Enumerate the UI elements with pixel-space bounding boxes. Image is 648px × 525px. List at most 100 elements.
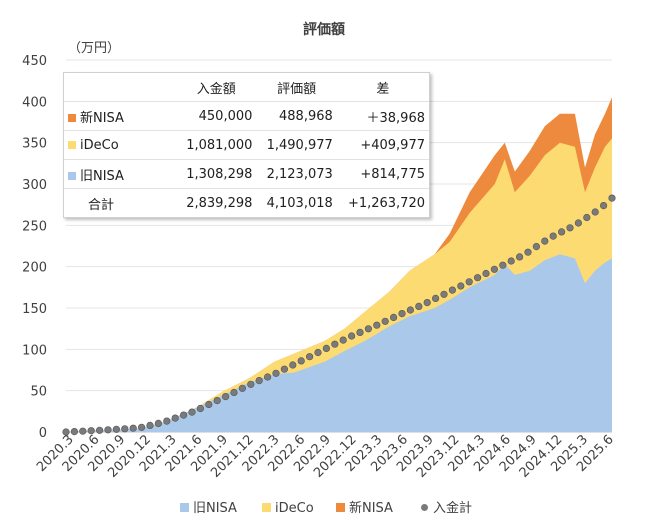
legend-swatch-icon xyxy=(68,141,76,149)
legend-swatch-icon xyxy=(336,503,345,512)
deposit-point xyxy=(247,380,255,388)
deposit-point xyxy=(171,414,179,422)
legend-swatch-icon xyxy=(262,503,271,512)
table-header-cell: 差 xyxy=(336,73,429,102)
table-total-row: 合計 2,839,298 4,103,018 +1,263,720 xyxy=(64,189,429,218)
deposit-point xyxy=(583,213,591,222)
y-tick-label: 400 xyxy=(22,95,47,110)
y-tick-label: 100 xyxy=(22,343,47,358)
deposit-point xyxy=(398,310,406,318)
deposit-point xyxy=(289,361,297,369)
area-series xyxy=(66,97,612,432)
y-tick-label: 250 xyxy=(22,219,47,234)
deposit-point xyxy=(154,419,162,428)
table-header-cell: 入金額 xyxy=(176,73,257,102)
deposit-point xyxy=(255,377,263,385)
deposit-point xyxy=(566,224,574,232)
deposit-series xyxy=(62,194,616,436)
y-tick-label: 300 xyxy=(22,178,47,193)
deposit-point xyxy=(457,282,465,290)
table-cell-diff: +1,263,720 xyxy=(347,195,425,211)
deposit-point xyxy=(381,317,389,325)
y-axis-label: （万円） xyxy=(68,41,120,56)
deposit-point xyxy=(415,302,423,311)
deposit-point xyxy=(222,393,230,401)
y-tick-label: 150 xyxy=(22,302,47,317)
deposit-point xyxy=(306,353,314,361)
deposit-point xyxy=(104,426,112,434)
deposit-point xyxy=(196,404,204,413)
deposit-point xyxy=(70,428,78,436)
legend: 旧NISA iDeCo 新NISA 入金計 xyxy=(180,500,472,516)
table-cell-deposit: 450,000 xyxy=(176,101,257,131)
table-row: iDeCo 1,081,000 1,490,977 +409,977 xyxy=(64,130,429,160)
deposit-point xyxy=(264,373,272,381)
y-tick-label: 0 xyxy=(39,426,47,441)
legend-swatch-icon xyxy=(68,172,76,180)
table-cell-diff: +409,977 xyxy=(336,130,429,160)
deposit-point xyxy=(146,421,154,430)
x-axis: 2020.32020.62020.92020.122021.32021.6202… xyxy=(34,432,617,481)
deposit-point xyxy=(79,427,87,435)
deposit-point xyxy=(423,299,431,307)
deposit-point xyxy=(272,369,280,377)
legend-label: iDeCo xyxy=(275,501,314,516)
deposit-point xyxy=(532,243,541,251)
deposit-point xyxy=(297,357,305,365)
deposit-point xyxy=(348,332,356,340)
deposit-point xyxy=(465,278,473,286)
deposit-point xyxy=(482,269,490,278)
deposit-point xyxy=(591,208,599,216)
y-tick-label: 450 xyxy=(22,54,47,69)
legend-label: 旧NISA xyxy=(193,501,237,516)
table-row: 新NISA 450,000 488,968 ＋38,968 xyxy=(64,101,429,131)
y-tick-label: 50 xyxy=(30,385,47,400)
table-cell-value: 488,968 xyxy=(256,101,337,131)
deposit-point xyxy=(180,411,188,419)
y-tick-label: 350 xyxy=(22,137,47,152)
deposit-point xyxy=(280,365,289,373)
deposit-point xyxy=(474,274,482,282)
legend-swatch-icon xyxy=(180,503,189,512)
table-cell-deposit: 1,081,000 xyxy=(176,130,257,160)
deposit-point xyxy=(213,397,221,405)
table-row: 旧NISA 1,308,298 2,123,073 +814,775 xyxy=(64,159,429,189)
deposit-point xyxy=(129,424,137,432)
deposit-point xyxy=(448,286,457,294)
legend-swatch-icon xyxy=(68,114,76,122)
deposit-point xyxy=(322,344,331,353)
deposit-point xyxy=(205,400,213,409)
deposit-point xyxy=(314,348,322,357)
table-cell-value: 1,490,977 xyxy=(256,130,337,160)
deposit-point xyxy=(163,417,171,425)
table-cell-value: 4,103,018 xyxy=(266,195,333,211)
y-tick-label: 200 xyxy=(22,261,47,276)
deposit-point xyxy=(524,248,532,256)
table-cell-diff: +814,775 xyxy=(336,159,429,189)
deposit-point xyxy=(339,336,347,344)
table-row-name: 旧NISA xyxy=(64,159,176,189)
deposit-point xyxy=(62,428,70,436)
deposit-point xyxy=(541,237,549,245)
deposit-point xyxy=(549,232,557,240)
deposit-point xyxy=(95,426,104,434)
y-axis: 0 50 100 150 200 250 300 350 400 450 xyxy=(22,54,47,441)
deposit-point xyxy=(87,427,95,435)
deposit-point xyxy=(356,328,364,337)
deposit-point xyxy=(331,340,339,348)
deposit-point xyxy=(432,294,440,303)
table-header-cell xyxy=(64,73,176,102)
table-row-name: 合計 xyxy=(88,197,115,213)
deposit-point xyxy=(490,265,499,273)
deposit-point xyxy=(599,202,608,210)
table-cell-value: 2,123,073 xyxy=(256,159,337,189)
table-row-name: 新NISA xyxy=(64,101,176,131)
summary-table: 入金額 評価額 差 新NISA 450,000 488,968 ＋38,968 … xyxy=(63,72,430,218)
table-header-row: 入金額 評価額 差 xyxy=(64,73,429,102)
legend-label: 入金計 xyxy=(433,500,472,516)
deposit-point xyxy=(138,423,146,431)
area-kyu-nisa xyxy=(66,254,612,432)
table-cell-deposit: 2,839,298 xyxy=(186,195,253,211)
deposit-point xyxy=(121,425,129,433)
